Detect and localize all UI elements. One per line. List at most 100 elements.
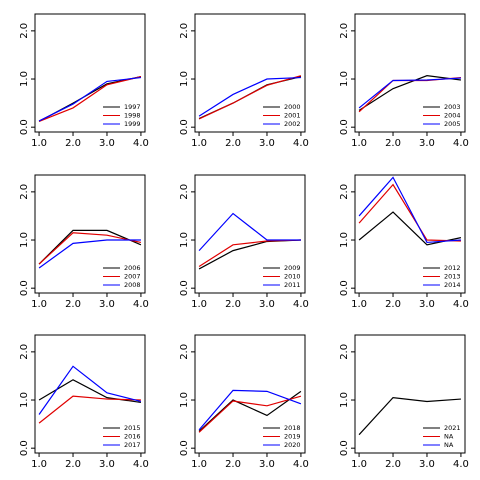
series-line: [198, 76, 301, 117]
x-tick-label: 1.0: [351, 138, 367, 149]
plot-frame: [34, 174, 146, 294]
x-tick-label: 2.0: [385, 459, 401, 470]
legend-label: 2016: [124, 433, 141, 441]
y-tick-label: 1.0: [179, 71, 190, 87]
legend-label: 2021: [444, 424, 461, 432]
series-line: [38, 76, 141, 122]
series-line: [38, 232, 142, 265]
x-tick-label: 3.0: [419, 299, 435, 310]
x-tick-label: 4.0: [293, 459, 309, 470]
x-tick-label: 1.0: [351, 299, 367, 310]
series-line: [198, 395, 302, 433]
series-line: [38, 229, 142, 265]
legend-label: 2009: [284, 264, 301, 272]
y-tick-label: 1.0: [179, 392, 190, 408]
x-tick-label: 1.0: [31, 138, 47, 149]
plot-frame: [354, 174, 466, 294]
y-tick-label: 2.0: [19, 184, 30, 200]
y-tick-label: 2.0: [179, 184, 190, 200]
plot-frame: [354, 334, 466, 454]
y-tick-label: 0.0: [339, 119, 350, 135]
y-tick-label: 0.0: [19, 119, 30, 135]
legend-label: 2000: [284, 103, 301, 111]
x-tick-label: 4.0: [453, 299, 469, 310]
legend-label: NA: [444, 433, 454, 441]
series-line: [198, 389, 302, 431]
y-tick-label: 0.0: [339, 440, 350, 456]
series-line: [358, 396, 461, 436]
x-tick-label: 4.0: [133, 299, 149, 310]
x-tick-label: 4.0: [293, 138, 309, 149]
series-line: [198, 390, 302, 432]
legend-label: 2002: [284, 120, 301, 128]
legend-label: 2010: [284, 273, 301, 281]
plot-frame: [194, 13, 306, 133]
x-tick-label: 1.0: [191, 299, 207, 310]
x-tick-label: 4.0: [133, 138, 149, 149]
y-tick-label: 2.0: [19, 344, 30, 360]
x-tick-label: 1.0: [191, 138, 207, 149]
x-tick-label: 3.0: [259, 459, 275, 470]
legend-label: 2004: [444, 112, 461, 120]
x-tick-label: 2.0: [385, 138, 401, 149]
x-tick-label: 1.0: [191, 459, 207, 470]
plot-frame: [194, 174, 306, 294]
x-tick-label: 4.0: [453, 138, 469, 149]
x-tick-label: 2.0: [225, 459, 241, 470]
legend-label: 2001: [284, 112, 301, 120]
series-line: [38, 365, 142, 415]
x-tick-label: 4.0: [293, 299, 309, 310]
x-tick-label: 2.0: [65, 299, 81, 310]
series-line: [38, 239, 141, 269]
legend-label: 2013: [444, 273, 461, 281]
legend-label: 1998: [124, 112, 141, 120]
series-line: [198, 212, 301, 252]
y-tick-label: 1.0: [339, 232, 350, 248]
series-line: [358, 77, 461, 109]
legend-label: 2008: [124, 281, 141, 289]
x-tick-label: 3.0: [419, 459, 435, 470]
y-tick-label: 1.0: [339, 71, 350, 87]
legend-label: 1999: [124, 120, 141, 128]
y-tick-label: 0.0: [339, 280, 350, 296]
x-tick-label: 2.0: [65, 459, 81, 470]
y-tick-label: 2.0: [179, 344, 190, 360]
series-line: [358, 211, 462, 246]
y-tick-label: 0.0: [179, 280, 190, 296]
legend-label: 2018: [284, 424, 301, 432]
series-line: [358, 183, 461, 242]
y-tick-label: 2.0: [339, 344, 350, 360]
x-tick-label: 4.0: [133, 459, 149, 470]
series-line: [198, 75, 302, 120]
legend-label: 2019: [284, 433, 301, 441]
x-tick-label: 3.0: [99, 459, 115, 470]
y-tick-label: 0.0: [19, 440, 30, 456]
series-line: [38, 76, 142, 122]
plot-frame: [354, 13, 466, 133]
x-tick-label: 2.0: [225, 299, 241, 310]
y-tick-label: 2.0: [339, 23, 350, 39]
y-tick-label: 1.0: [19, 71, 30, 87]
legend-label: 2003: [444, 103, 461, 111]
x-tick-label: 3.0: [99, 299, 115, 310]
legend-label: 2015: [124, 424, 141, 432]
plot-frame: [34, 13, 146, 133]
legend-label: 2005: [444, 120, 461, 128]
y-tick-label: 2.0: [19, 23, 30, 39]
series-line: [358, 75, 462, 111]
y-tick-label: 1.0: [19, 232, 30, 248]
y-tick-label: 2.0: [339, 184, 350, 200]
x-tick-label: 1.0: [31, 299, 47, 310]
y-tick-label: 1.0: [19, 392, 30, 408]
x-tick-label: 2.0: [65, 138, 81, 149]
legend-label: 2020: [284, 441, 301, 449]
